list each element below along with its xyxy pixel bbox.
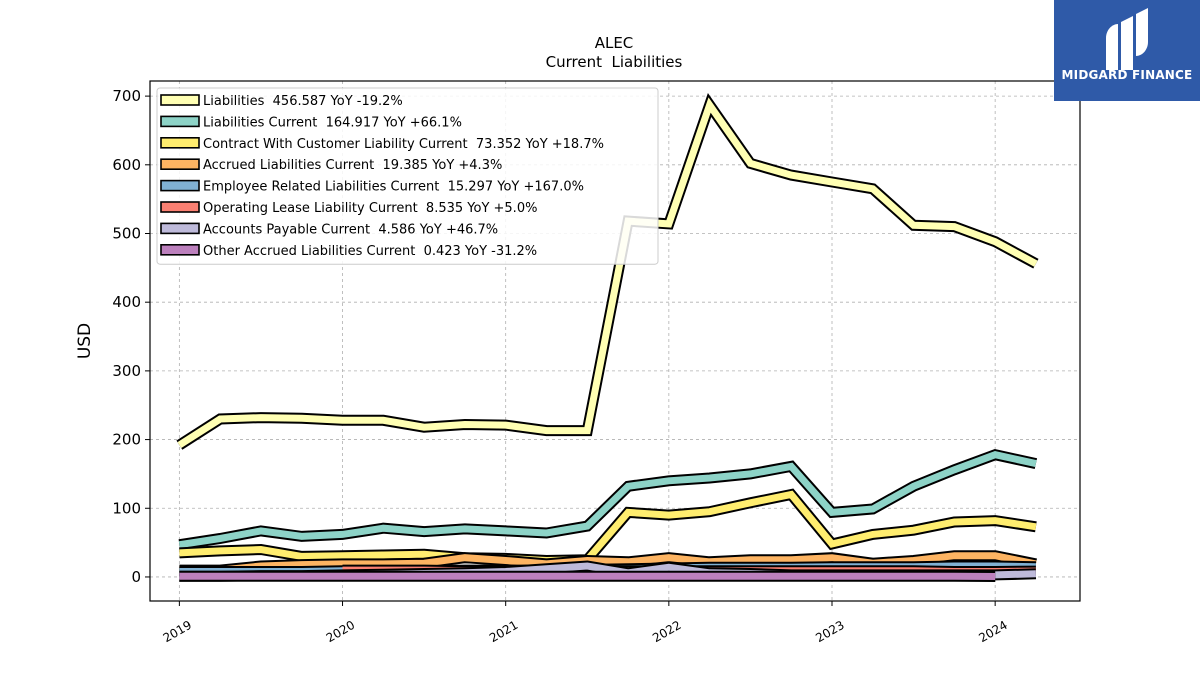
legend-item: Operating Lease Liability Current 8.535 … <box>160 201 537 216</box>
legend-item: Liabilities 456.587 YoY -19.2% <box>160 94 403 109</box>
series-line <box>179 488 1037 567</box>
legend-label: Liabilities Current 164.917 YoY +66.1% <box>203 115 462 130</box>
legend-swatch <box>160 137 200 149</box>
x-tick-label: 2021 <box>487 618 520 645</box>
legend-label: Liabilities 456.587 YoY -19.2% <box>203 94 403 109</box>
legend-swatch <box>160 201 200 213</box>
legend-swatch <box>160 158 200 170</box>
y-tick-label: 100 <box>112 499 141 517</box>
legend-item: Liabilities Current 164.917 YoY +66.1% <box>160 115 462 130</box>
legend-swatch <box>160 179 200 192</box>
series-layer <box>176 92 1039 582</box>
x-tick-label: 2022 <box>650 618 683 645</box>
legend: Liabilities 456.587 YoY -19.2% Liabilitie… <box>156 87 659 265</box>
legend-item: Accrued Liabilities Current 19.385 YoY +… <box>160 158 502 173</box>
legend-label: Accrued Liabilities Current 19.385 YoY +… <box>203 158 502 173</box>
y-axis: 0 100 200 300 400 500 600 700 <box>112 87 150 586</box>
legend-label: Accounts Payable Current 4.586 YoY +46.7… <box>203 222 498 237</box>
legend-swatch <box>160 94 200 106</box>
x-tick-label: 2019 <box>161 618 194 645</box>
x-tick-label: 2020 <box>324 618 357 645</box>
y-tick-label: 500 <box>112 224 141 242</box>
series-line <box>176 92 1039 450</box>
legend-item: Employee Related Liabilities Current 15.… <box>160 179 584 195</box>
brand-logo: MIDGARD FINANCE <box>1054 0 1200 101</box>
legend-item: Accounts Payable Current 4.586 YoY +46.7… <box>160 222 498 237</box>
midgard-logo-icon <box>1106 8 1148 70</box>
legend-item: Other Accrued Liabilities Current 0.423 … <box>160 244 537 259</box>
series-line <box>178 448 1038 551</box>
x-tick-label: 2023 <box>813 618 846 645</box>
brand-name: MIDGARD FINANCE <box>1061 68 1193 82</box>
legend-label: Employee Related Liabilities Current 15.… <box>203 180 584 195</box>
y-tick-label: 300 <box>112 362 141 380</box>
y-tick-label: 600 <box>112 156 141 174</box>
y-tick-label: 200 <box>112 431 141 449</box>
legend-swatch <box>160 244 200 256</box>
legend-swatch <box>160 222 200 235</box>
y-tick-label: 700 <box>112 87 141 105</box>
legend-label: Contract With Customer Liability Current… <box>203 137 604 152</box>
chart-title: ALEC <box>595 34 634 52</box>
y-axis-label: USD <box>75 323 95 359</box>
y-tick-label: 400 <box>112 293 141 311</box>
x-axis: 2019 2020 2021 2022 2023 2024 <box>161 601 1010 645</box>
legend-box <box>156 87 659 265</box>
y-tick-label: 0 <box>131 568 141 586</box>
legend-item: Contract With Customer Liability Current… <box>160 137 604 152</box>
plot-frame <box>149 80 1081 602</box>
x-tick-label: 2024 <box>976 618 1009 645</box>
chart-subtitle: Current Liabilities <box>546 53 683 71</box>
legend-swatch <box>160 115 200 128</box>
legend-label: Other Accrued Liabilities Current 0.423 … <box>203 244 537 259</box>
legend-label: Operating Lease Liability Current 8.535 … <box>203 201 537 216</box>
